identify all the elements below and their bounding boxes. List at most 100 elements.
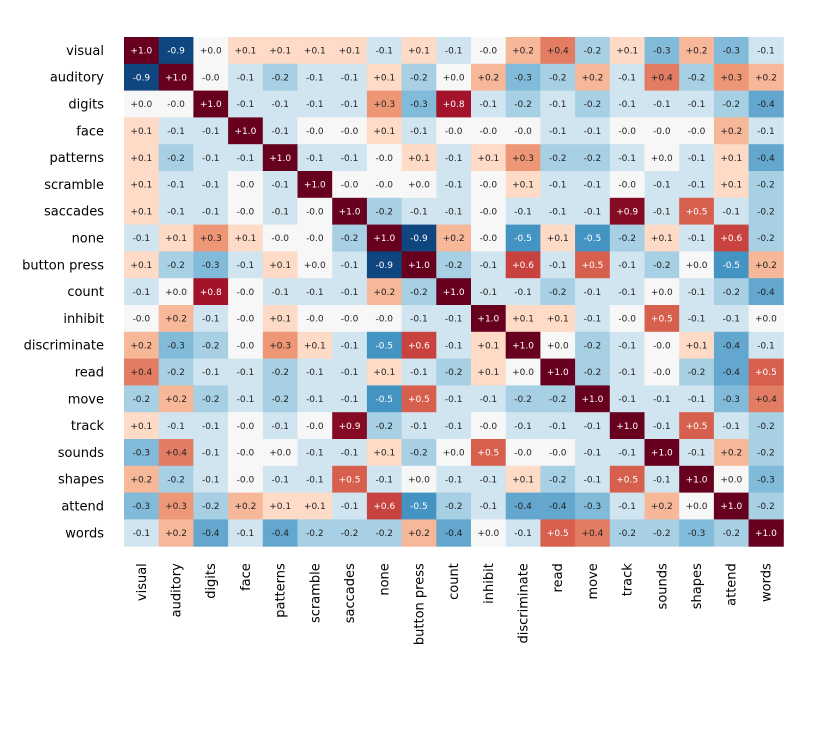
heatmap-cell-label: -0.9: [375, 261, 393, 271]
heatmap-cell-label: -0.0: [237, 475, 255, 485]
heatmap-cell-patterns-auditory: [158, 144, 194, 172]
heatmap-cell-label: -0.4: [722, 368, 740, 378]
heatmap-cell-label: -0.1: [618, 368, 636, 378]
heatmap-cell-label: +0.0: [755, 315, 777, 325]
heatmap-cell-count-inhibit: [471, 278, 507, 306]
heatmap-cell-attend-track: [609, 492, 645, 520]
heatmap-cell-read-attend: [713, 358, 750, 386]
heatmap-cell-label: +0.6: [408, 341, 430, 351]
heatmap-cell-shapes-inhibit: [471, 465, 507, 494]
heatmap-cell-label: +1.0: [720, 502, 742, 512]
heatmap-cell-discriminate-inhibit: [471, 331, 507, 360]
heatmap-cell-label: -0.1: [202, 181, 220, 191]
heatmap-cell-label: +0.9: [616, 207, 638, 217]
heatmap-cell-label: -0.1: [688, 449, 706, 459]
heatmap-cell-label: +1.0: [582, 395, 604, 405]
heatmap-cell-patterns-discriminate: [505, 144, 541, 172]
heatmap-cell-label: -0.0: [514, 449, 532, 459]
heatmap-cell-label: +0.2: [582, 73, 604, 83]
heatmap-cell-label: -0.4: [757, 154, 775, 164]
column-label-count: count: [447, 563, 462, 600]
heatmap-cell-label: -0.1: [237, 154, 255, 164]
heatmap-cell-label: -0.0: [375, 315, 393, 325]
heatmap-cell-read-track: [609, 358, 645, 386]
heatmap-cell-label: -0.2: [167, 368, 185, 378]
heatmap-cell-label: -0.2: [722, 100, 740, 110]
heatmap-cell-track-face: [228, 412, 264, 440]
heatmap-cell-label: -0.2: [167, 261, 185, 271]
heatmap-cell-words-scramble: [297, 519, 333, 547]
heatmap-cell-track-move: [575, 412, 611, 440]
heatmap-cell-label: -0.2: [202, 341, 220, 351]
heatmap-cell-discriminate-visual: [124, 331, 160, 360]
heatmap-cell-label: -0.0: [306, 422, 324, 432]
heatmap-cell-digits-button-press: [401, 90, 437, 118]
heatmap-cell-digits-count: [436, 90, 472, 118]
heatmap-cell-label: -0.1: [167, 127, 185, 137]
heatmap-cell-read-words: [748, 358, 784, 386]
heatmap-cell-move-face: [228, 385, 264, 413]
heatmap-cell-label: -0.2: [584, 100, 602, 110]
heatmap-cell-label: -0.2: [618, 529, 636, 539]
heatmap-cell-count-attend: [713, 278, 750, 306]
heatmap-cell-label: +0.1: [304, 502, 326, 512]
heatmap-cell-track-discriminate: [505, 412, 541, 440]
column-label-sounds: sounds: [655, 563, 670, 609]
heatmap-cell-label: -0.1: [480, 261, 498, 271]
heatmap-cell-label: -0.1: [653, 100, 671, 110]
heatmap-cell-auditory-patterns: [262, 63, 298, 92]
heatmap-cell-sounds-read: [540, 439, 576, 467]
heatmap-cell-label: -0.1: [688, 288, 706, 298]
heatmap-cell-sounds-attend: [713, 439, 750, 467]
heatmap-cell-label: -0.1: [618, 395, 636, 405]
heatmap-cell-label: -0.1: [375, 47, 393, 57]
heatmap-cell-label: -0.0: [237, 288, 255, 298]
heatmap-cell-label: +0.1: [130, 261, 152, 271]
heatmap-cell-label: -0.1: [722, 207, 740, 217]
heatmap-cell-none-inhibit: [471, 224, 507, 252]
heatmap-cell-label: -0.1: [618, 502, 636, 512]
heatmap-cell-label: -0.1: [341, 449, 359, 459]
heatmap-cell-face-sounds: [644, 117, 680, 145]
heatmap-cell-attend-scramble: [297, 492, 333, 520]
heatmap-cell-words-visual: [124, 519, 160, 547]
heatmap-cell-label: +0.6: [373, 502, 395, 512]
heatmap-cell-discriminate-auditory: [158, 331, 194, 360]
heatmap-cell-saccades-count: [436, 197, 472, 226]
heatmap-cell-shapes-count: [436, 465, 472, 494]
heatmap-cell-attend-face: [228, 492, 264, 520]
heatmap-cell-none-face: [228, 224, 264, 252]
heatmap-cell-move-shapes: [679, 385, 715, 413]
heatmap-cell-label: -0.3: [722, 395, 740, 405]
heatmap-cell-label: -0.0: [306, 207, 324, 217]
heatmap-cell-label: -0.1: [514, 207, 532, 217]
heatmap-cell-move-visual: [124, 385, 160, 413]
heatmap-cell-saccades-visual: [124, 197, 160, 226]
heatmap-cell-attend-inhibit: [471, 492, 507, 520]
heatmap-cell-discriminate-track: [609, 331, 645, 360]
column-label-patterns: patterns: [274, 563, 289, 618]
heatmap-cell-label: +0.0: [512, 368, 534, 378]
heatmap-cell-label: -0.2: [757, 234, 775, 244]
heatmap-cell-read-visual: [124, 358, 160, 386]
heatmap-cell-label: -0.0: [341, 181, 359, 191]
heatmap-cell-patterns-attend: [713, 144, 750, 172]
heatmap-cell-auditory-count: [436, 63, 472, 92]
heatmap-cell-inhibit-button-press: [401, 305, 437, 333]
heatmap-cell-label: -0.2: [445, 261, 463, 271]
row-label-auditory: auditory: [50, 71, 104, 86]
heatmap-cell-button-press-scramble: [297, 251, 333, 279]
heatmap-cell-label: +0.0: [408, 181, 430, 191]
heatmap-cell-label: -0.1: [514, 422, 532, 432]
heatmap-cell-label: -0.5: [722, 261, 740, 271]
heatmap-cell-label: +0.0: [165, 288, 187, 298]
heatmap-cell-label: +0.1: [130, 422, 152, 432]
heatmap-cell-sounds-button-press: [401, 439, 437, 467]
heatmap-cell-label: +0.2: [373, 288, 395, 298]
heatmap-cell-visual-none: [366, 37, 403, 65]
heatmap-cell-label: +0.1: [373, 127, 395, 137]
heatmap-cell-move-move: [575, 385, 611, 413]
heatmap-cell-label: -0.2: [514, 100, 532, 110]
heatmap-cell-visual-patterns: [262, 37, 298, 65]
heatmap-cell-button-press-inhibit: [471, 251, 507, 279]
